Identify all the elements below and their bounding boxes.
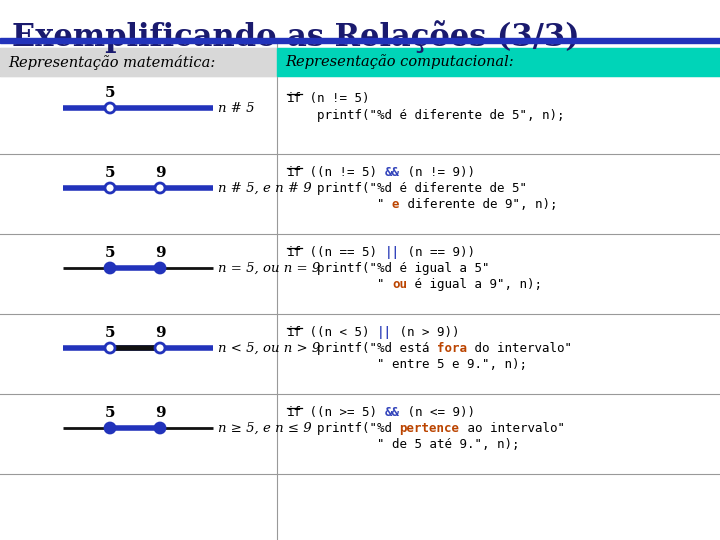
Text: 5: 5	[104, 246, 115, 260]
Text: n = 5, ou n = 9: n = 5, ou n = 9	[218, 261, 320, 274]
Text: do intervalo": do intervalo"	[467, 342, 572, 355]
Text: n # 5: n # 5	[218, 102, 254, 114]
Bar	[277, 48, 720, 76]
Text: ": "	[287, 278, 392, 291]
Bar	[0, 38, 720, 43]
Text: 5: 5	[104, 326, 115, 340]
Text: ao intervalo": ao intervalo"	[459, 422, 564, 435]
Text: Representação matemática:: Representação matemática:	[8, 55, 215, 70]
Text: (n <= 9)): (n <= 9))	[400, 406, 474, 419]
Text: é igual a 9", n);: é igual a 9", n);	[407, 278, 542, 291]
Text: ||: ||	[384, 246, 400, 259]
Text: 5: 5	[104, 406, 115, 420]
Text: " entre 5 e 9.", n);: " entre 5 e 9.", n);	[287, 358, 527, 371]
Text: &&: &&	[384, 406, 400, 419]
Circle shape	[105, 263, 115, 273]
Text: ||: ||	[377, 326, 392, 339]
Text: (n != 9)): (n != 9))	[400, 166, 474, 179]
Circle shape	[155, 343, 165, 353]
Circle shape	[105, 103, 115, 113]
Text: ((n >= 5): ((n >= 5)	[302, 406, 384, 419]
Text: 5: 5	[104, 166, 115, 180]
Circle shape	[155, 183, 165, 193]
Circle shape	[155, 423, 165, 433]
Text: 9: 9	[155, 326, 166, 340]
Text: if: if	[287, 326, 302, 339]
Text: diferente de 9", n);: diferente de 9", n);	[400, 198, 557, 211]
Text: 9: 9	[155, 166, 166, 180]
Text: printf("%d é diferente de 5", n);: printf("%d é diferente de 5", n);	[287, 109, 564, 122]
Text: ou: ou	[392, 278, 407, 291]
Text: n ≥ 5, e n ≤ 9: n ≥ 5, e n ≤ 9	[218, 422, 312, 435]
Text: if: if	[287, 166, 302, 179]
Bar	[0, 48, 277, 76]
Text: (n > 9)): (n > 9))	[392, 326, 459, 339]
Circle shape	[155, 263, 165, 273]
Text: ((n < 5): ((n < 5)	[302, 326, 377, 339]
Text: n < 5, ou n > 9: n < 5, ou n > 9	[218, 341, 320, 354]
Circle shape	[105, 183, 115, 193]
Text: if: if	[287, 406, 302, 419]
Text: printf("%d é diferente de 5": printf("%d é diferente de 5"	[287, 182, 527, 195]
Text: pertence: pertence	[400, 422, 459, 435]
Text: 9: 9	[155, 246, 166, 260]
Text: printf("%d é igual a 5": printf("%d é igual a 5"	[287, 262, 490, 275]
Text: " de 5 até 9.", n);: " de 5 até 9.", n);	[287, 438, 520, 451]
Text: ((n == 5): ((n == 5)	[302, 246, 384, 259]
Text: ": "	[287, 198, 392, 211]
Text: ((n != 5): ((n != 5)	[302, 166, 384, 179]
Text: (n == 9)): (n == 9))	[400, 246, 474, 259]
Text: &&: &&	[384, 166, 400, 179]
Circle shape	[105, 343, 115, 353]
Text: Representação computacional:: Representação computacional:	[285, 55, 513, 70]
Text: n # 5, e n # 9: n # 5, e n # 9	[218, 181, 312, 194]
Text: printf("%d está: printf("%d está	[287, 342, 437, 355]
Text: e: e	[392, 198, 400, 211]
Text: 9: 9	[155, 406, 166, 420]
Text: printf("%d: printf("%d	[287, 422, 400, 435]
Text: (n != 5): (n != 5)	[302, 92, 369, 105]
Text: if: if	[287, 246, 302, 259]
Circle shape	[105, 423, 115, 433]
Text: fora: fora	[437, 342, 467, 355]
Text: 5: 5	[104, 86, 115, 100]
Text: Exemplificando as Relações (3/3): Exemplificando as Relações (3/3)	[12, 20, 580, 53]
Text: if: if	[287, 92, 302, 105]
